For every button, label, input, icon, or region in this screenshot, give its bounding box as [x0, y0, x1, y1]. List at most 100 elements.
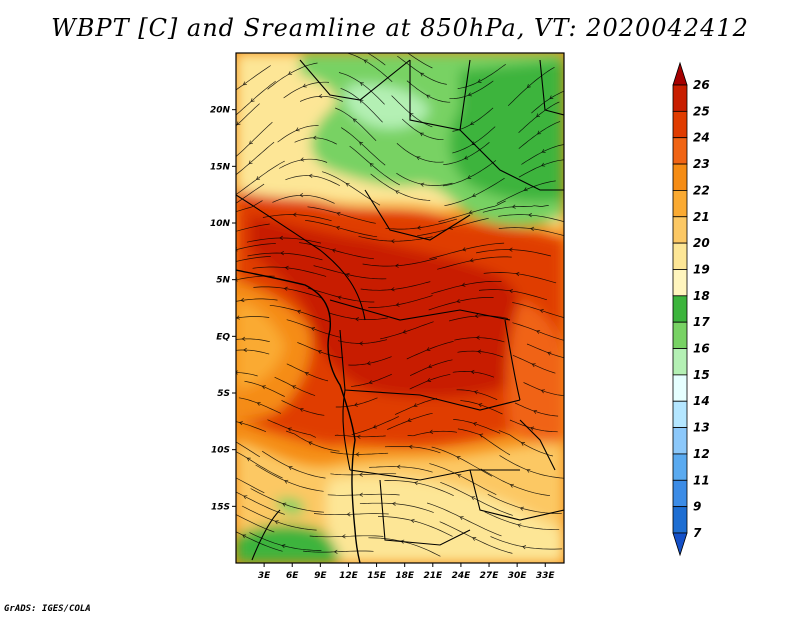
lat-tick-label: 10S: [211, 446, 230, 456]
streamline-arrow: [536, 113, 541, 118]
streamline: [329, 312, 388, 320]
streamline: [277, 125, 319, 143]
streamline: [518, 101, 560, 133]
streamline-arrow: [471, 193, 477, 198]
colorbar-label: 26: [693, 78, 710, 92]
streamline: [377, 516, 453, 537]
streamline: [236, 441, 260, 458]
lon-tick-label: 15E: [367, 571, 387, 581]
colorbar-label: 25: [693, 104, 710, 118]
colorbar-swatch: [672, 269, 688, 297]
streamline: [305, 219, 378, 238]
streamline: [281, 400, 325, 416]
streamline-arrow: [354, 46, 357, 49]
streamline-arrow: [229, 261, 232, 264]
streamline: [327, 493, 400, 496]
field-west-light: [236, 300, 285, 390]
colorbar-swatch: [672, 400, 688, 428]
streamline-arrow: [390, 239, 395, 244]
streamline-arrow: [395, 302, 400, 307]
streamline-arrow: [416, 156, 421, 161]
streamline: [330, 451, 389, 455]
streamline-arrow: [359, 141, 364, 146]
streamline-arrow: [517, 523, 522, 528]
streamline: [442, 160, 497, 187]
streamline: [484, 511, 560, 531]
streamline: [454, 337, 505, 343]
streamline-arrow: [419, 132, 424, 137]
streamline-arrow: [333, 549, 338, 554]
streamline-arrow: [249, 140, 253, 145]
streamline-arrow: [236, 370, 238, 375]
colorbar-label: 15: [693, 368, 710, 382]
streamline-arrow: [243, 495, 248, 500]
colorbar-label: 13: [693, 421, 710, 435]
streamline: [490, 536, 563, 550]
streamline: [512, 354, 556, 374]
streamline-arrow: [468, 210, 473, 215]
streamline-arrow: [511, 204, 516, 209]
map-title: WBPT [C] and Sreamline at 850hPa, VT: 20…: [51, 14, 749, 42]
streamline: [262, 450, 326, 479]
streamline-arrow: [420, 182, 425, 187]
streamline: [386, 412, 433, 430]
streamline-arrow: [429, 429, 434, 434]
streamline: [384, 480, 454, 497]
streamline: [321, 171, 381, 206]
streamline-arrow: [261, 385, 266, 390]
streamline-arrow: [479, 433, 484, 438]
streamline: [285, 175, 340, 187]
streamline-arrow: [346, 512, 351, 517]
streamline-arrow: [533, 409, 538, 414]
streamline-arrow: [302, 83, 307, 88]
streamline-arrow: [304, 371, 309, 376]
streamline: [252, 266, 327, 277]
streamline: [236, 451, 283, 479]
streamline-arrow: [353, 402, 358, 407]
streamline: [303, 550, 374, 553]
streamline-arrow: [282, 502, 287, 507]
streamline-arrow: [288, 71, 293, 75]
streamline: [285, 430, 340, 452]
streamline: [351, 416, 399, 436]
streamline: [359, 502, 434, 513]
streamline-arrow: [509, 483, 514, 488]
streamline-arrow: [520, 442, 525, 446]
lon-tick-label: 24E: [452, 571, 472, 581]
streamline-arrow: [242, 534, 247, 539]
streamline-arrow: [427, 364, 433, 369]
longitude-axis: 3E 6E 9E 12E 15E 18E 21E 24E 27E 30E 33E: [258, 563, 555, 581]
streamline: [335, 107, 377, 142]
streamline-arrow: [549, 95, 554, 100]
streamline: [313, 265, 387, 280]
streamline: [236, 514, 275, 533]
streamline-arrow: [284, 479, 289, 484]
streamline-arrow: [547, 351, 552, 356]
lon-tick-label: 27E: [480, 571, 500, 581]
streamline: [236, 477, 265, 494]
streamline: [267, 419, 316, 438]
streamline-arrow: [530, 226, 535, 231]
streamline-arrow: [541, 149, 546, 153]
streamline-arrow: [352, 118, 357, 123]
streamline-arrow: [359, 82, 364, 86]
streamline: [274, 376, 316, 396]
streamline: [341, 127, 386, 166]
streamline: [236, 243, 276, 251]
streamline-arrow: [410, 518, 415, 523]
streamline: [391, 95, 433, 128]
streamline: [307, 206, 376, 224]
colorbar-label: 20: [693, 236, 710, 250]
streamline-arrow: [522, 545, 527, 550]
colorbar-swatch: [672, 506, 688, 534]
streamline-arrow: [459, 516, 464, 520]
streamline-arrow: [462, 247, 467, 252]
streamline-arrow: [292, 212, 297, 217]
streamline-arrow: [540, 389, 545, 394]
streamline: [348, 356, 392, 366]
streamline-arrow: [291, 385, 297, 390]
streamline: [521, 144, 564, 165]
streamline: [437, 256, 512, 270]
streamline: [384, 446, 441, 454]
streamline: [439, 521, 513, 554]
